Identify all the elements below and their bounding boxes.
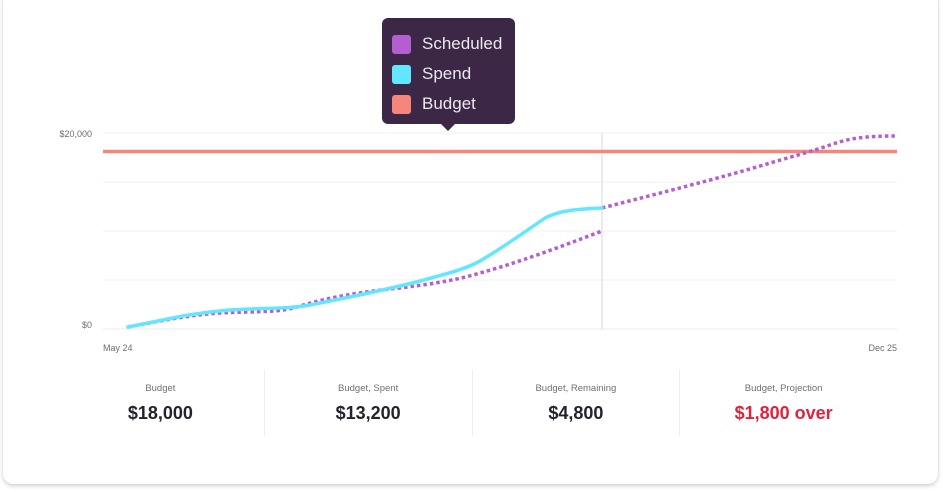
gridlines <box>103 132 897 330</box>
x-tick-start: May 24 <box>103 343 133 353</box>
stat-label: Budget, Remaining <box>535 383 617 394</box>
scheduled-projection-line <box>601 134 898 210</box>
budget-swatch-icon <box>392 94 411 114</box>
scheduled-line <box>127 229 603 329</box>
legend-label: Budget <box>422 94 476 113</box>
stat-value: $13,200 <box>335 403 401 423</box>
stat-value: $4,800 <box>548 403 604 423</box>
stat-value-over: $1,800 over <box>734 403 833 423</box>
spend-swatch-icon <box>392 64 411 84</box>
stat-budget: Budget $18,000 <box>57 370 264 436</box>
stat-value: $18,000 <box>127 403 193 423</box>
legend-item-scheduled: Scheduled <box>392 29 515 59</box>
x-tick-end: Dec 25 <box>868 343 897 353</box>
stat-label: Budget, Projection <box>744 383 823 394</box>
y-tick-zero: $0 <box>82 320 92 330</box>
legend-label: Spend <box>422 64 472 83</box>
legend-tooltip: Scheduled Spend Budget <box>382 18 515 131</box>
budget-stats-row: Budget $18,000 Budget, Spent $13,200 Bud… <box>57 370 887 436</box>
stat-label: Budget <box>145 383 176 394</box>
spend-line <box>126 206 604 329</box>
y-tick-max: $20,000 <box>59 129 92 139</box>
stat-budget-spent: Budget, Spent $13,200 <box>263 370 472 436</box>
legend-item-spend: Spend <box>392 59 515 89</box>
budget-line-chart: $20,000 $0 May 24 Dec 25 <box>59 129 898 353</box>
legend-label: Scheduled <box>422 34 503 53</box>
stat-budget-remaining: Budget, Remaining $4,800 <box>471 370 680 436</box>
legend-item-budget: Budget <box>392 89 515 119</box>
scheduled-swatch-icon <box>392 34 411 54</box>
stat-budget-projection: Budget, Projection $1,800 over <box>679 370 887 436</box>
stat-label: Budget, Spent <box>338 383 399 394</box>
